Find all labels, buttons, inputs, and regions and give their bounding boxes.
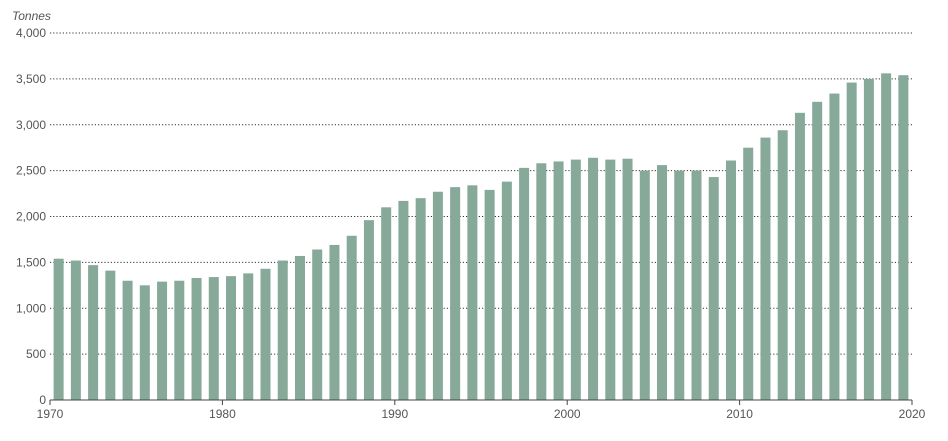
bar <box>605 159 616 400</box>
bar <box>501 181 512 400</box>
bar <box>174 280 185 400</box>
x-tick-label: 1970 <box>37 407 64 421</box>
bar <box>157 281 168 400</box>
bar <box>708 177 719 400</box>
bar <box>208 277 219 400</box>
bar <box>829 93 840 400</box>
y-tick-label: 1,500 <box>16 255 46 269</box>
bar <box>743 147 754 400</box>
bar <box>553 161 564 400</box>
bar <box>760 137 771 400</box>
y-axis-unit-label: Tonnes <box>12 9 51 23</box>
bar <box>88 265 99 400</box>
y-tick-label: 500 <box>26 347 46 361</box>
bar <box>898 75 909 400</box>
bar <box>415 198 426 400</box>
x-tick-label: 2000 <box>554 407 581 421</box>
bar <box>881 73 892 401</box>
bar <box>570 159 581 400</box>
bar <box>294 255 305 400</box>
bar <box>519 167 530 400</box>
x-tick-label: 2020 <box>899 407 926 421</box>
bar <box>484 189 495 400</box>
bar <box>588 157 599 400</box>
bar <box>863 78 874 401</box>
y-tick-label: 3,000 <box>16 118 46 132</box>
y-tick-label: 1,000 <box>16 301 46 315</box>
bars <box>53 73 909 401</box>
bar <box>260 268 271 400</box>
bar <box>674 170 685 401</box>
bar <box>794 112 805 400</box>
y-tick-label: 0 <box>39 393 46 407</box>
bar <box>777 130 788 400</box>
bar <box>812 101 823 400</box>
bar <box>450 187 461 400</box>
bar <box>398 200 409 400</box>
bar <box>226 276 237 400</box>
bar <box>70 260 81 400</box>
bar <box>467 185 478 400</box>
x-tick-label: 2010 <box>726 407 753 421</box>
x-tick-labels: 1970 1980 1990 2000 2010 2020 <box>37 400 926 421</box>
y-tick-labels: 0 500 1,000 1,500 2,000 2,500 3,000 3,500 4,000 <box>16 26 46 407</box>
y-tick-label: 4,000 <box>16 26 46 40</box>
bar <box>329 244 340 400</box>
bar <box>243 273 254 400</box>
bar <box>191 277 202 400</box>
x-tick-label: 1980 <box>209 407 236 421</box>
bar <box>725 160 736 400</box>
bar <box>53 258 64 400</box>
bar <box>122 280 133 400</box>
bar <box>363 220 374 400</box>
bar <box>346 235 357 400</box>
bar <box>105 270 116 400</box>
bar <box>139 285 150 400</box>
bar <box>432 191 443 400</box>
y-tick-label: 2,000 <box>16 210 46 224</box>
y-tick-label: 3,500 <box>16 72 46 86</box>
bar <box>639 170 650 401</box>
bar <box>277 260 288 400</box>
bar <box>691 170 702 401</box>
bar <box>381 207 392 400</box>
x-tick-label: 1990 <box>381 407 408 421</box>
bar <box>657 165 668 400</box>
y-tick-label: 2,500 <box>16 164 46 178</box>
bar <box>536 163 547 400</box>
bar <box>312 249 323 400</box>
bar <box>622 158 633 400</box>
bar <box>846 82 857 401</box>
